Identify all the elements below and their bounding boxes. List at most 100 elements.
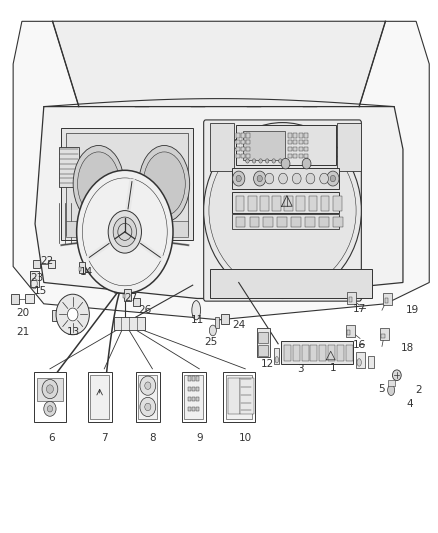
Bar xyxy=(182,372,206,422)
Polygon shape xyxy=(53,21,385,107)
Bar xyxy=(88,372,112,422)
Text: 17: 17 xyxy=(353,304,366,314)
Text: 1: 1 xyxy=(329,363,336,373)
Bar xyxy=(293,133,297,138)
Bar xyxy=(192,376,195,381)
Bar xyxy=(184,375,203,419)
Ellipse shape xyxy=(47,406,53,412)
Bar xyxy=(291,217,301,227)
Bar xyxy=(293,140,297,144)
Bar xyxy=(138,375,157,419)
Ellipse shape xyxy=(293,173,301,184)
Ellipse shape xyxy=(140,376,156,395)
Bar xyxy=(380,328,389,340)
Ellipse shape xyxy=(279,159,282,163)
Ellipse shape xyxy=(233,171,245,186)
Bar xyxy=(277,217,287,227)
Bar xyxy=(304,147,308,151)
Bar xyxy=(274,348,279,364)
Bar xyxy=(293,345,300,361)
Ellipse shape xyxy=(192,301,201,320)
Bar xyxy=(299,147,303,151)
Bar xyxy=(299,133,303,138)
Bar xyxy=(305,217,315,227)
Bar xyxy=(293,154,297,158)
Text: 11: 11 xyxy=(191,315,204,325)
Bar xyxy=(347,330,350,335)
Ellipse shape xyxy=(73,146,124,222)
Bar xyxy=(188,397,191,401)
Bar xyxy=(48,260,55,268)
Bar xyxy=(124,289,131,301)
Ellipse shape xyxy=(320,173,328,184)
Bar xyxy=(33,260,40,268)
Polygon shape xyxy=(115,278,135,293)
Ellipse shape xyxy=(388,385,395,395)
Ellipse shape xyxy=(330,175,336,182)
Text: 12: 12 xyxy=(261,359,274,368)
Ellipse shape xyxy=(275,357,279,363)
Bar xyxy=(356,352,365,368)
Bar xyxy=(210,123,234,171)
Text: 15: 15 xyxy=(34,286,47,296)
Bar xyxy=(347,292,356,304)
Bar xyxy=(232,192,339,213)
Bar xyxy=(210,269,372,298)
Text: 23: 23 xyxy=(31,273,44,283)
Bar xyxy=(299,154,303,158)
Ellipse shape xyxy=(254,171,266,186)
Bar xyxy=(385,298,388,303)
Bar xyxy=(241,154,245,158)
Text: 3: 3 xyxy=(297,364,304,374)
Ellipse shape xyxy=(209,130,356,292)
Text: 9: 9 xyxy=(196,433,203,443)
Bar xyxy=(34,372,66,422)
Ellipse shape xyxy=(56,294,89,335)
Bar xyxy=(302,345,309,361)
Bar xyxy=(243,131,285,160)
Bar xyxy=(59,147,79,187)
Bar xyxy=(192,386,195,391)
Ellipse shape xyxy=(108,211,141,253)
Bar xyxy=(79,266,81,271)
Bar xyxy=(30,271,37,278)
Bar xyxy=(328,345,335,361)
Text: 22: 22 xyxy=(41,256,54,266)
Bar xyxy=(321,196,329,211)
Bar xyxy=(232,214,339,229)
Bar xyxy=(346,325,355,337)
Ellipse shape xyxy=(145,382,151,390)
Text: 13: 13 xyxy=(67,327,80,336)
Bar xyxy=(388,380,395,386)
Text: 19: 19 xyxy=(406,305,419,315)
Bar xyxy=(304,154,308,158)
Bar xyxy=(215,317,219,328)
Ellipse shape xyxy=(67,308,78,321)
Bar xyxy=(284,345,291,361)
Text: 8: 8 xyxy=(149,433,156,443)
Bar xyxy=(308,196,317,211)
Bar xyxy=(240,378,254,414)
Bar xyxy=(258,345,268,356)
Bar xyxy=(337,123,361,171)
Bar xyxy=(66,133,188,235)
Ellipse shape xyxy=(143,152,185,216)
Text: 20: 20 xyxy=(16,309,29,318)
Ellipse shape xyxy=(78,152,120,216)
Bar xyxy=(281,341,353,364)
Bar xyxy=(319,345,326,361)
Text: 5: 5 xyxy=(378,384,385,394)
Polygon shape xyxy=(35,107,403,298)
Bar xyxy=(263,217,273,227)
Bar xyxy=(236,125,336,165)
Text: 4: 4 xyxy=(406,399,413,409)
Bar xyxy=(288,140,292,144)
Bar xyxy=(236,196,244,211)
Bar xyxy=(284,196,293,211)
Ellipse shape xyxy=(306,173,315,184)
Bar xyxy=(25,294,34,303)
Bar xyxy=(241,147,245,151)
Bar xyxy=(246,154,250,158)
Text: 26: 26 xyxy=(138,305,151,315)
Bar xyxy=(188,376,191,381)
